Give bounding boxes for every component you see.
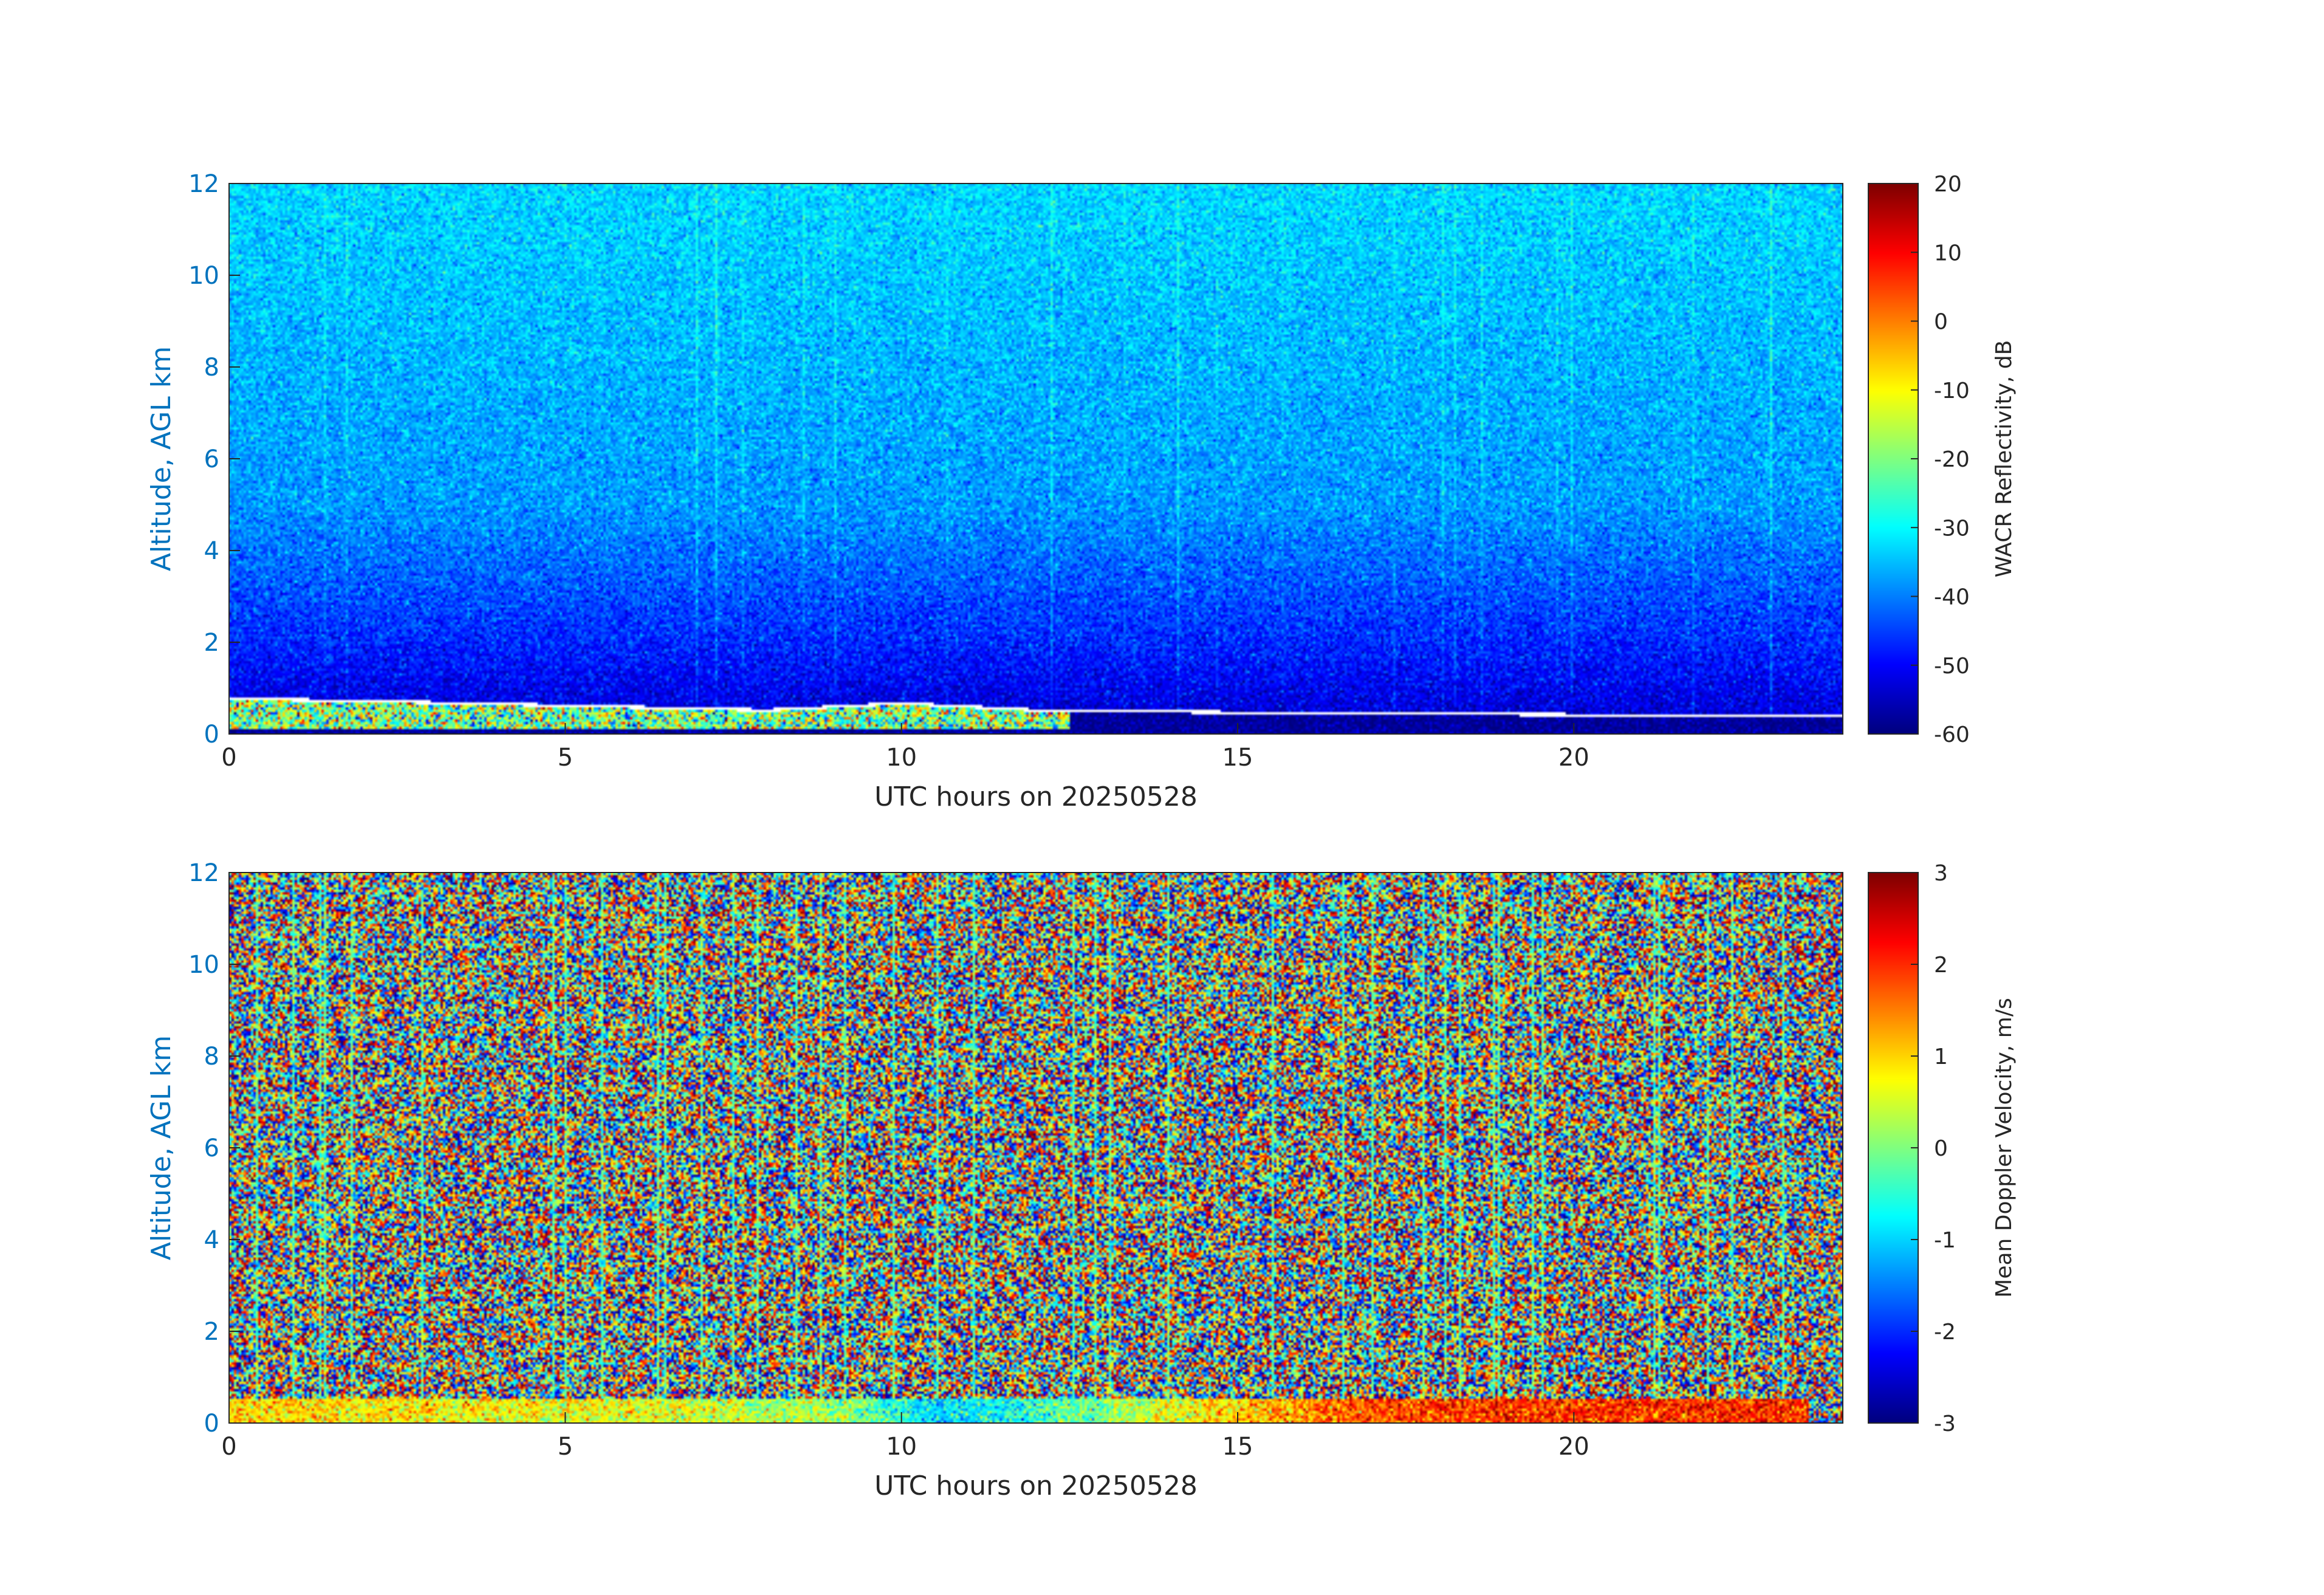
reflectivity-colorbar-title: WACR Reflectivity, dB [1992,340,2017,578]
doppler-colorbar-tick-label: -3 [1934,1411,1956,1436]
reflectivity-colorbar [1868,184,1918,734]
doppler-x-tick-label: 10 [886,1433,917,1461]
reflectivity-y-tick-label: 6 [204,445,219,473]
doppler-y-axis-title: Altitude, AGL km [146,1035,177,1260]
doppler-velocity-colorbar [1868,873,1918,1423]
reflectivity-axes: 0 5 10 15 20 0 2 4 6 8 10 12 UTC hours on 20250528 Al… [146,170,2017,812]
reflectivity-plot-frame [228,183,1843,735]
doppler-y-tick-label: 0 [204,1410,219,1438]
doppler-colorbar-tick-label: -2 [1934,1320,1956,1345]
doppler-y-tick-label: 10 [188,951,219,979]
doppler-colorbar-tick-label: 0 [1934,1136,1948,1161]
reflectivity-heatmap [229,184,1843,734]
doppler-colorbar-tick-label: 3 [1934,861,1948,886]
doppler-colorbar-frame [1868,872,1919,1424]
doppler-colorbar-title: Mean Doppler Velocity, m/s [1992,998,2017,1297]
reflectivity-y-tick-label: 10 [188,262,219,290]
reflectivity-colorbar-tick-label: -50 [1934,654,1970,679]
doppler-x-tick-label: 20 [1558,1433,1589,1461]
doppler-velocity-panel: 0 5 10 15 20 0 2 4 6 8 10 12 UTC hours on 20250528 Al… [0,693,2324,1501]
reflectivity-x-tick-label: 5 [558,744,573,772]
reflectivity-y-tick-label: 12 [188,170,219,198]
doppler-y-tick-label: 2 [204,1318,219,1346]
reflectivity-y-tick-label: 4 [204,537,219,565]
doppler-x-axis-title: UTC hours on 20250528 [874,1470,1198,1501]
reflectivity-colorbar-tick-label: 0 [1934,310,1948,335]
reflectivity-x-tick-label: 15 [1222,744,1253,772]
reflectivity-colorbar-tick-label: 10 [1934,241,1962,266]
doppler-plot-frame [228,872,1843,1424]
doppler-y-tick-label: 6 [204,1134,219,1162]
reflectivity-panel: 0 5 10 15 20 0 2 4 6 8 10 12 UTC hours on 20250528 Al… [0,0,2324,812]
doppler-velocity-heatmap [229,873,1843,1423]
reflectivity-y-tick-label: 8 [204,354,219,382]
reflectivity-x-tick-label: 20 [1558,744,1589,772]
doppler-x-tick-label: 5 [558,1433,573,1461]
reflectivity-colorbar-tick-label: -10 [1934,379,1970,403]
reflectivity-y-tick-label: 0 [204,721,219,749]
doppler-y-tick-label: 8 [204,1043,219,1071]
doppler-y-tick-label: 4 [204,1226,219,1254]
reflectivity-x-axis-title: UTC hours on 20250528 [874,781,1198,812]
reflectivity-y-tick-label: 2 [204,629,219,657]
doppler-colorbar-tick-label: -1 [1934,1228,1956,1253]
reflectivity-colorbar-tick-label: -40 [1934,585,1970,610]
reflectivity-y-axis-title: Altitude, AGL km [146,346,177,571]
reflectivity-colorbar-tick-label: -60 [1934,722,1970,747]
reflectivity-x-tick-label: 0 [221,744,236,772]
reflectivity-colorbar-tick-label: -20 [1934,447,1970,472]
doppler-colorbar-tick-label: 1 [1934,1044,1948,1069]
reflectivity-colorbar-tick-label: 20 [1934,172,1962,197]
reflectivity-x-tick-label: 10 [886,744,917,772]
doppler-y-tick-label: 12 [188,859,219,887]
doppler-x-tick-label: 15 [1222,1433,1253,1461]
reflectivity-colorbar-frame [1868,183,1919,735]
doppler-colorbar-tick-label: 2 [1934,953,1948,978]
doppler-x-tick-label: 0 [221,1433,236,1461]
reflectivity-colorbar-tick-label: -30 [1934,516,1970,541]
